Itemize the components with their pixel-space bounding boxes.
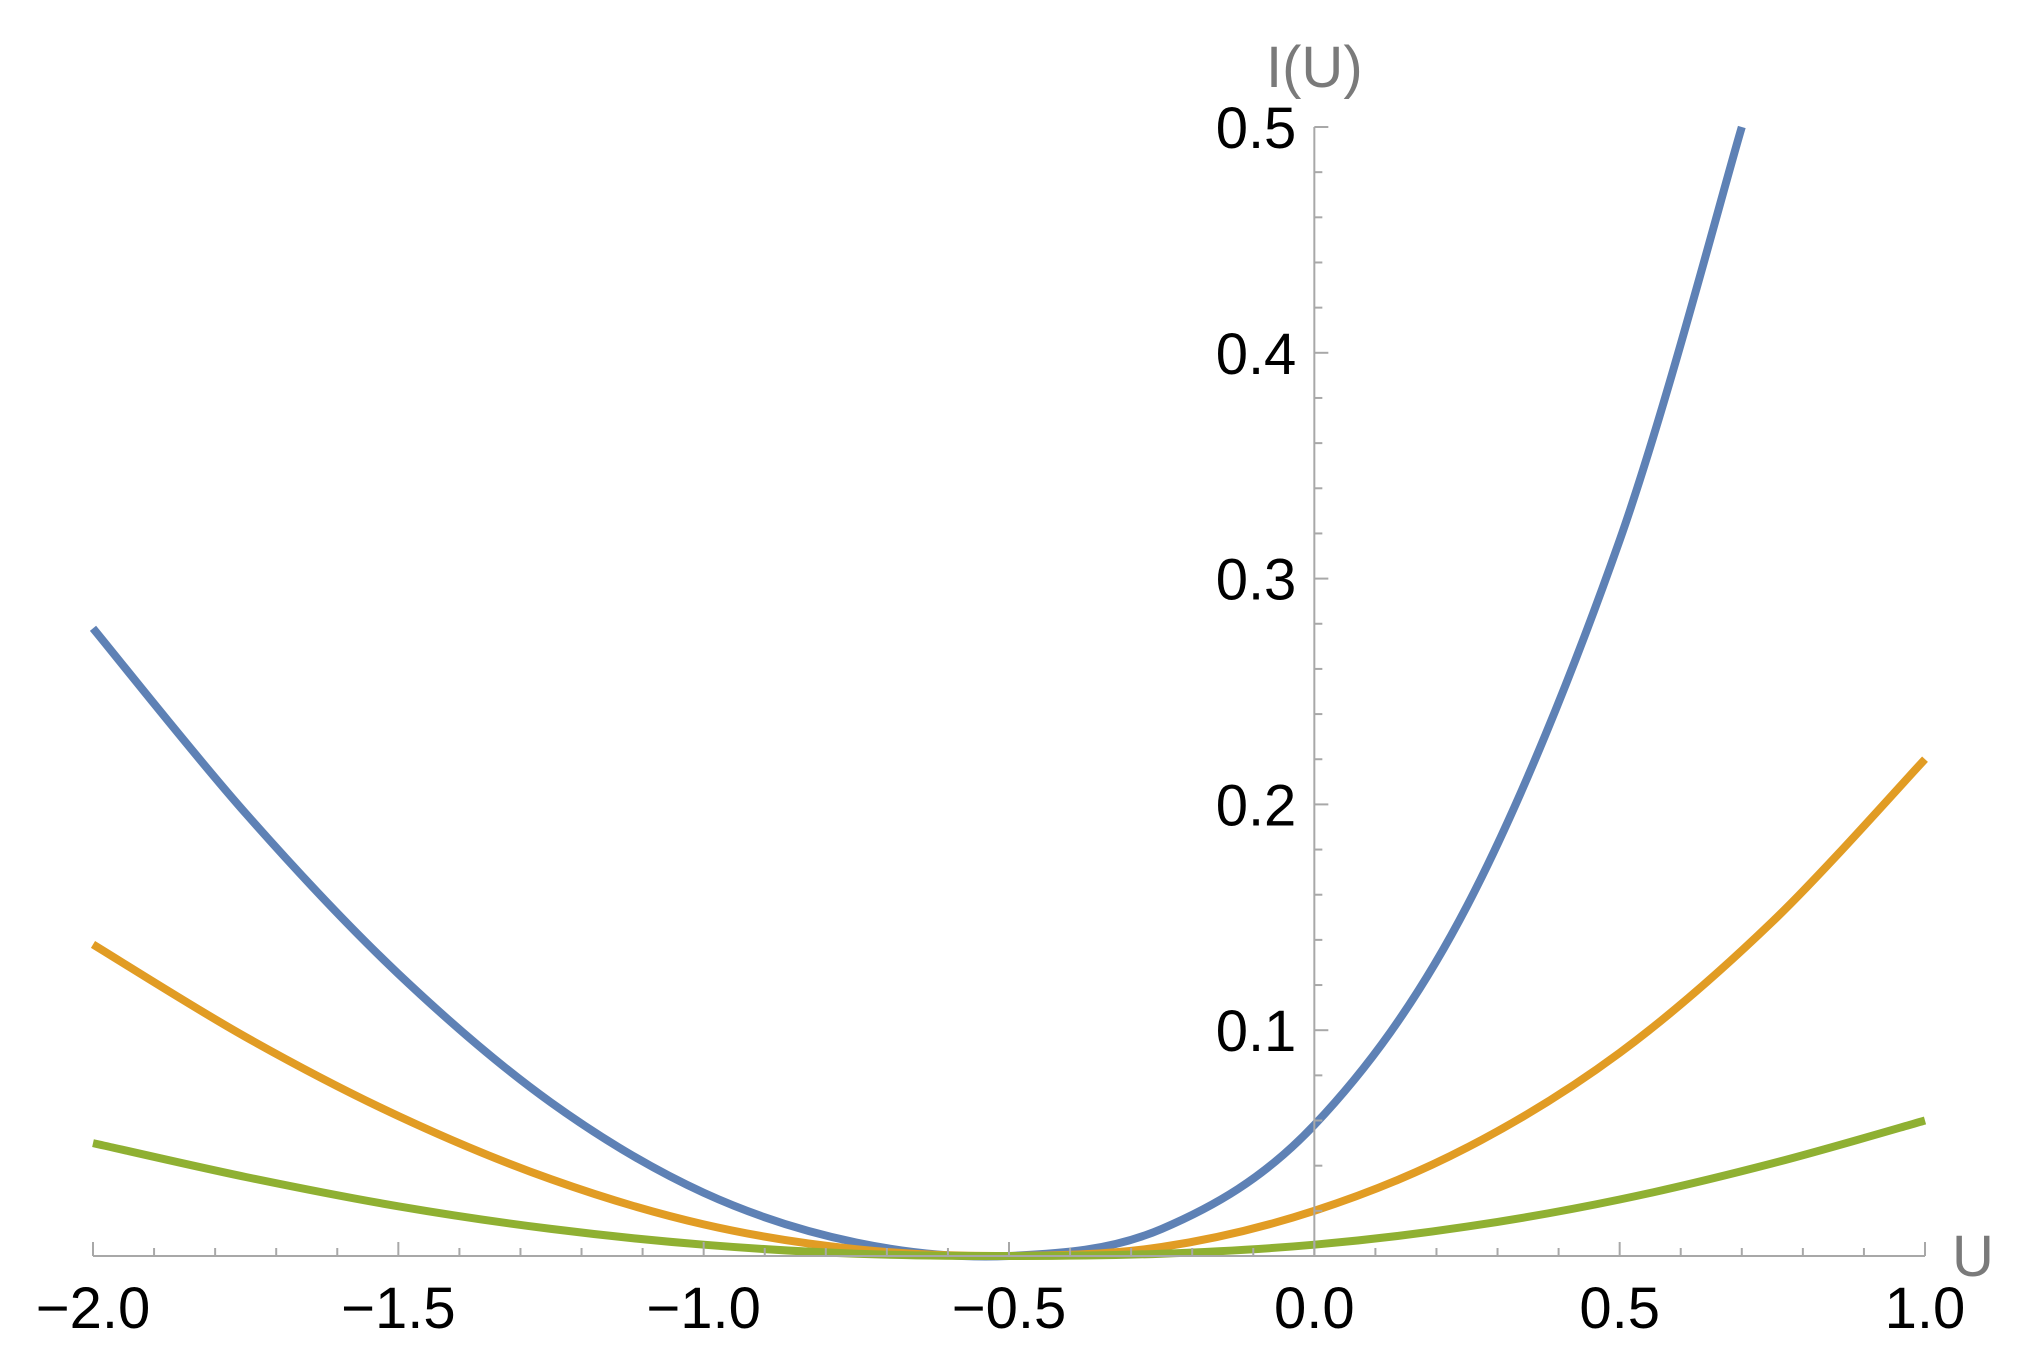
- y-axis-title: I(U): [1266, 35, 1363, 100]
- y-tick-label: 0.1: [1216, 999, 1297, 1064]
- y-tick-label: 0.4: [1216, 322, 1297, 387]
- ticks: [92, 126, 1926, 1256]
- x-tick-label: −2.0: [36, 1276, 151, 1341]
- x-tick-label: −1.0: [646, 1276, 761, 1341]
- series-3-line: [92, 1116, 1927, 1260]
- tick-labels: −2.0 −1.5 −1.0 −0.5 0.0 0.5 1.0 0.1 0.2 0.3 0.4 0.5: [36, 96, 1966, 1341]
- x-tick-label: −1.5: [341, 1276, 456, 1341]
- axes-layer: −2.0 −1.5 −1.0 −0.5 0.0 0.5 1.0 0.1 0.2 0.3 0.4 0.5: [36, 96, 1966, 1341]
- y-tick-label: 0.2: [1216, 773, 1297, 838]
- x-tick-label: 0.0: [1274, 1276, 1355, 1341]
- x-tick-label: −0.5: [952, 1276, 1067, 1341]
- x-tick-label: 0.5: [1579, 1276, 1660, 1341]
- x-axis-title: U: [1952, 1224, 1994, 1289]
- series-2-line: [90, 756, 1928, 1261]
- curves-layer: [89, 125, 1928, 1261]
- x-tick-label: 1.0: [1885, 1276, 1966, 1341]
- y-tick-label: 0.5: [1216, 96, 1297, 161]
- y-tick-label: 0.3: [1216, 548, 1297, 613]
